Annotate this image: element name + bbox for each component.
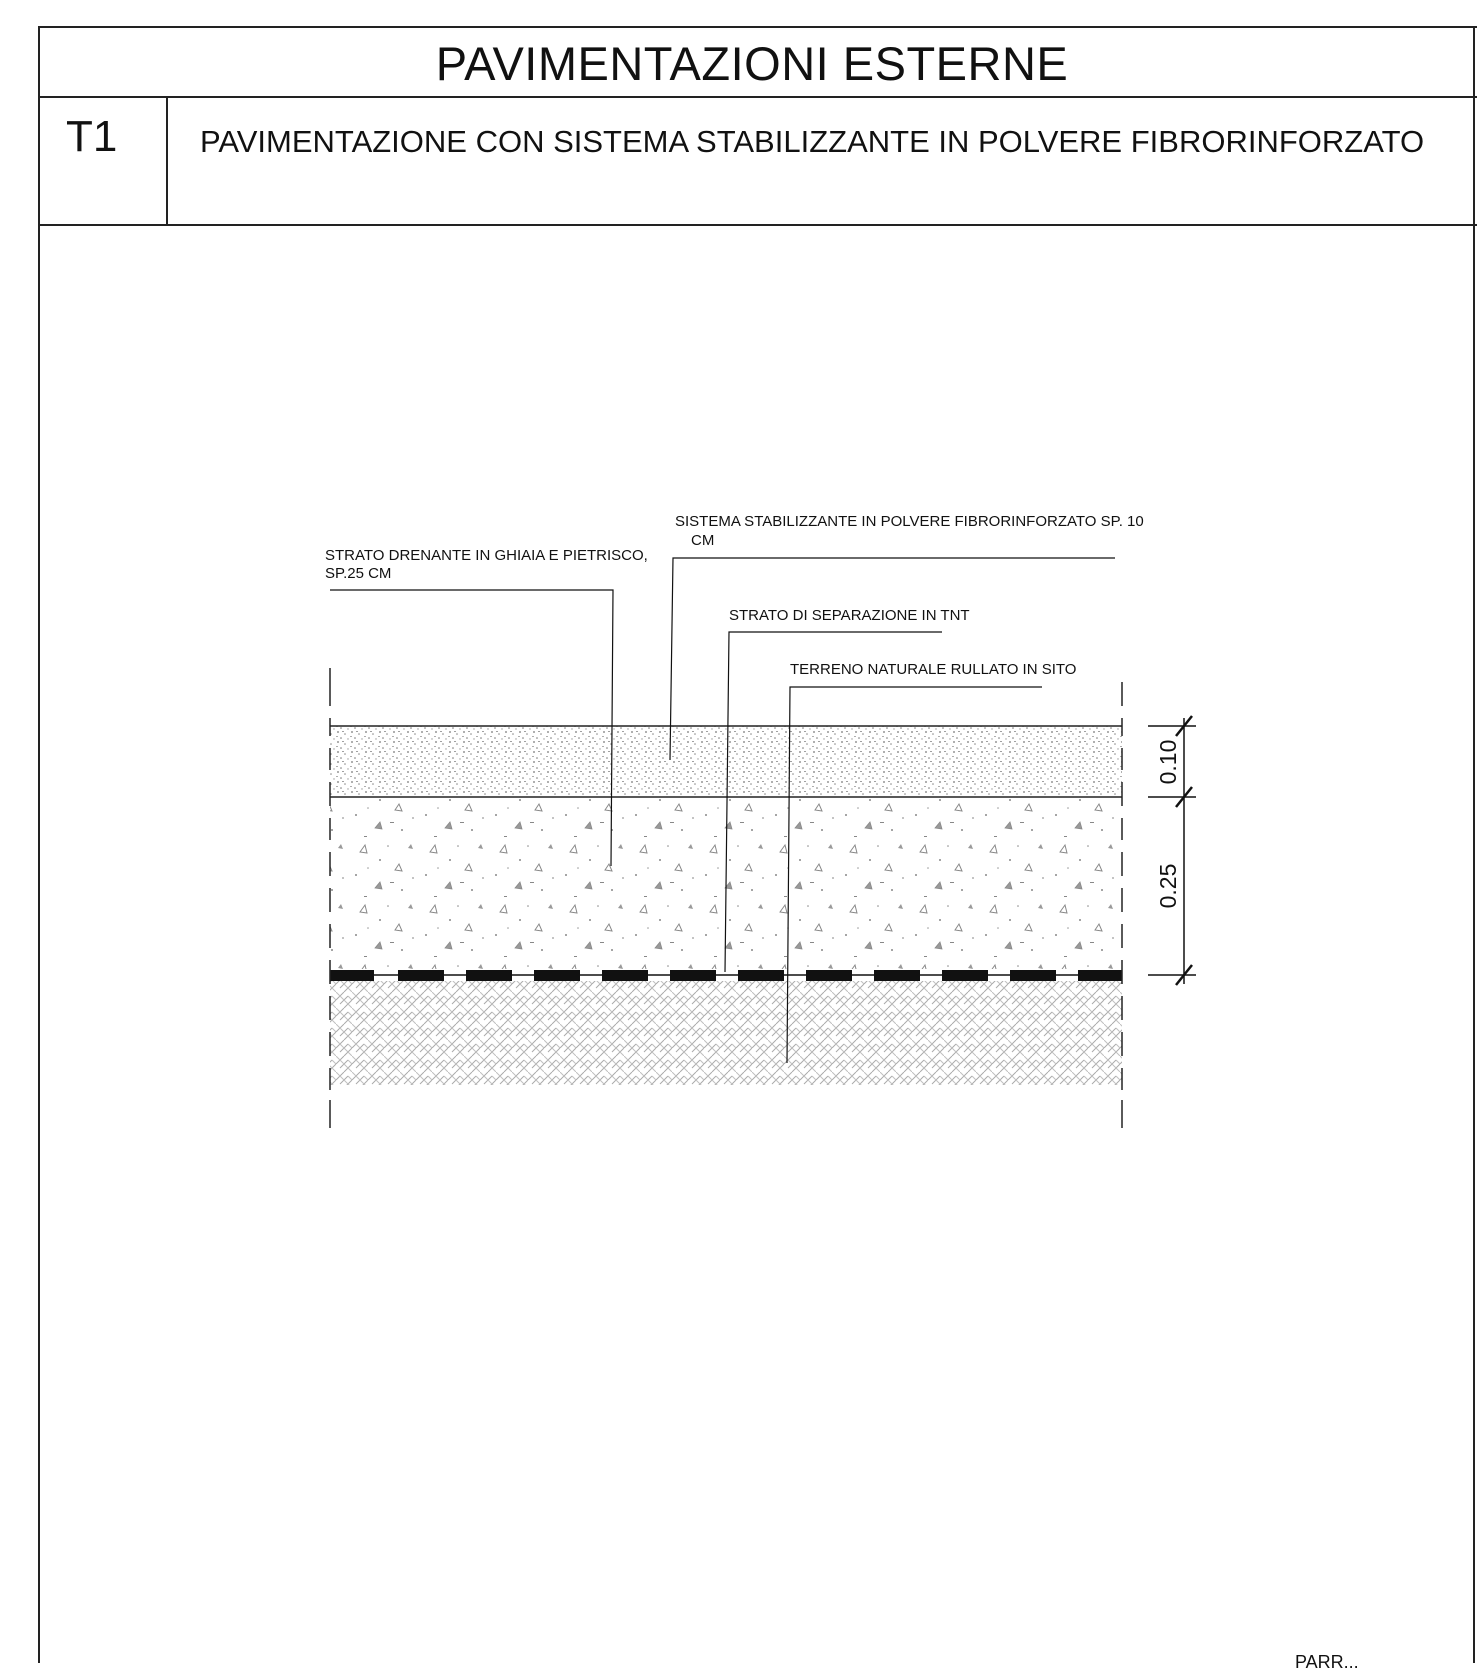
dimension-drain-layer: 0.25 [1155, 864, 1181, 909]
callout-separazione: STRATO DI SEPARAZIONE IN TNT [729, 607, 970, 624]
leader-stabilizzante [669, 557, 1115, 761]
leader-separazione [724, 631, 942, 973]
dimension-top-layer: 0.10 [1155, 740, 1181, 785]
header-divider [38, 224, 1477, 226]
callout-stabilizzante-line2: CM [691, 532, 714, 549]
natural-soil-layer [330, 981, 1122, 1085]
title-divider [38, 96, 1477, 98]
stabilized-layer [330, 726, 1122, 796]
leader-terreno [786, 686, 1042, 1064]
code-divider [166, 96, 168, 226]
leader-drenante [330, 589, 614, 867]
callout-drenante-line2: SP.25 CM [325, 565, 391, 582]
right-border [1473, 26, 1475, 1663]
sheet-frame [38, 26, 1477, 1663]
page-title: PAVIMENTAZIONI ESTERNE [435, 37, 1069, 90]
callout-stabilizzante-line1: SISTEMA STABILIZZANTE IN POLVERE FIBRORI… [675, 513, 1144, 530]
detail-subtitle: PAVIMENTAZIONE CON SISTEMA STABILIZZANTE… [200, 124, 1425, 159]
tnt-separation-band [330, 970, 1122, 981]
callout-terreno: TERRENO NATURALE RULLATO IN SITO [790, 661, 1076, 678]
dimension-chain [1148, 715, 1196, 986]
detail-code: T1 [66, 112, 118, 161]
callout-drenante-line1: STRATO DRENANTE IN GHIAIA E PIETRISCO, [325, 547, 648, 564]
